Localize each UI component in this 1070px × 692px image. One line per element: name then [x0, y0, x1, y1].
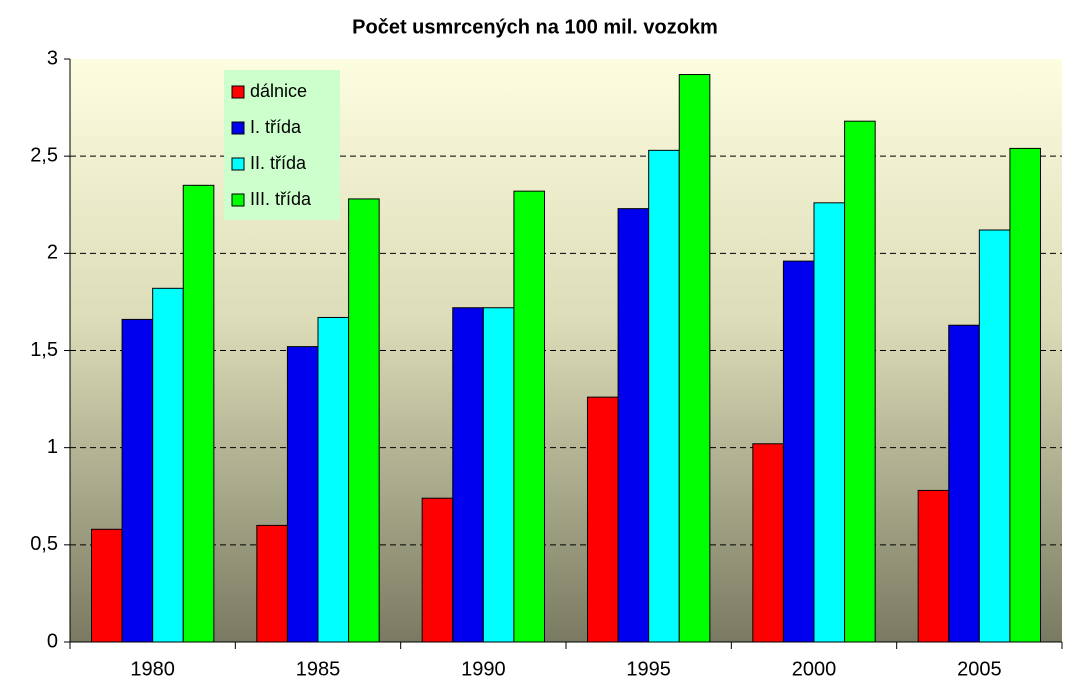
bar — [586, 396, 619, 643]
bar — [948, 324, 980, 643]
legend-label: II. třída — [250, 153, 307, 173]
bar — [617, 208, 650, 643]
x-tick-label: 1985 — [296, 658, 341, 680]
bar — [452, 307, 484, 643]
y-tick-label: 1,5 — [30, 339, 58, 361]
x-tick-label: 1995 — [626, 658, 671, 680]
bar — [1009, 147, 1042, 643]
legend-label: III. třída — [250, 189, 312, 209]
bar — [348, 198, 380, 643]
bar — [844, 120, 876, 643]
bar — [482, 307, 515, 643]
bar — [513, 190, 546, 643]
bar — [182, 184, 215, 643]
legend-swatch — [231, 121, 245, 135]
bar — [978, 229, 1011, 643]
y-tick-label: 0 — [47, 630, 58, 652]
bar — [317, 316, 350, 643]
x-tick-label: 1980 — [130, 658, 175, 680]
bar — [678, 74, 711, 643]
bar — [782, 260, 815, 643]
chart-title: Počet usmrcených na 100 mil. vozokm — [352, 16, 718, 38]
y-tick-label: 2,5 — [30, 144, 58, 166]
bar — [813, 202, 846, 643]
x-tick-label: 1990 — [461, 658, 506, 680]
bar — [256, 524, 288, 643]
bar — [752, 443, 784, 643]
bar — [917, 489, 950, 643]
legend-swatch — [231, 157, 245, 171]
bar — [152, 287, 184, 643]
bar — [648, 149, 680, 643]
bar — [421, 497, 454, 643]
legend-label: dálnice — [250, 81, 307, 101]
bar — [121, 318, 154, 643]
y-tick-label: 1 — [47, 436, 58, 458]
bar — [90, 528, 123, 643]
legend-label: I. třída — [250, 117, 302, 137]
legend-swatch — [231, 85, 245, 99]
y-tick-label: 2 — [47, 242, 58, 264]
y-tick-label: 0,5 — [30, 533, 58, 555]
legend-swatch — [231, 193, 245, 207]
x-tick-label: 2005 — [957, 658, 1002, 680]
bar — [286, 346, 319, 643]
y-tick-label: 3 — [47, 47, 58, 69]
x-tick-label: 2000 — [792, 658, 837, 680]
